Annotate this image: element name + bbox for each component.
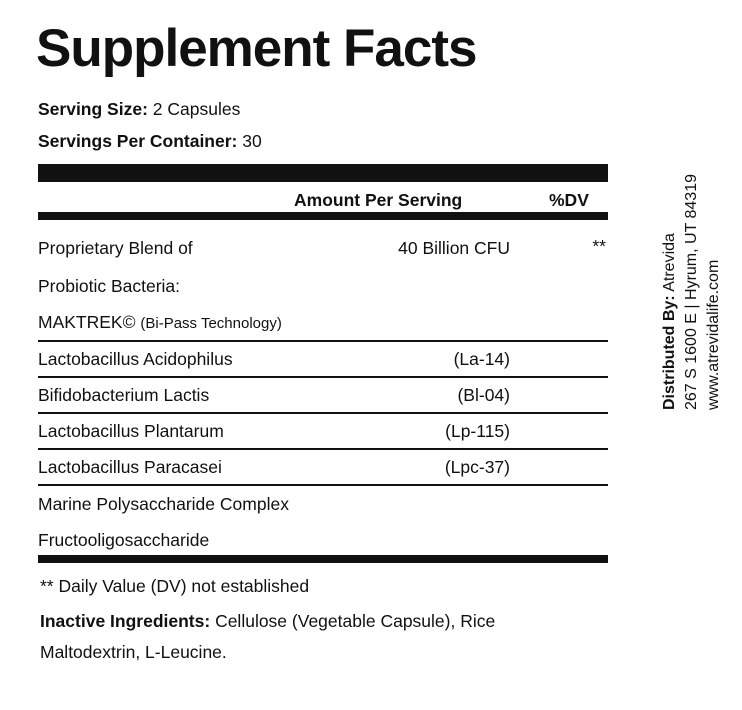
strain-name: Lactobacillus Acidophilus [38, 349, 233, 369]
header-underline-bar [38, 212, 608, 220]
blend-line-1: Proprietary Blend of [38, 238, 193, 258]
serving-size-label: Serving Size: [38, 99, 148, 119]
strain-code: (Bl-04) [457, 385, 510, 405]
row-divider [38, 376, 608, 378]
strain-code: (Lpc-37) [444, 457, 510, 477]
blend-brand: MAKTREK© [38, 312, 136, 332]
servings-per-container: Servings Per Container: 30 [38, 131, 262, 152]
top-thick-bar [38, 164, 608, 182]
strain-code: (La-14) [453, 349, 510, 369]
strain-name: Lactobacillus Plantarum [38, 421, 224, 441]
inactive-ingredients-line-1: Inactive Ingredients: Cellulose (Vegetab… [40, 611, 495, 632]
bottom-thick-bar [38, 555, 608, 563]
other-ingredient: Marine Polysaccharide Complex [38, 494, 289, 514]
strain-name: Bifidobacterium Lactis [38, 385, 210, 405]
dv-footnote: ** Daily Value (DV) not established [40, 576, 310, 596]
distributor-address: 267 S 1600 E | Hyrum, UT 84319 [683, 174, 700, 410]
distributor-name: Atrevida [661, 233, 678, 292]
servings-per-container-value: 30 [242, 131, 262, 151]
row-divider [38, 448, 608, 450]
blend-dv: ** [592, 236, 606, 256]
blend-technology-note: (Bi-Pass Technology) [140, 315, 282, 332]
dv-header: %DV [549, 190, 589, 210]
amount-per-serving-header: Amount Per Serving [294, 190, 463, 210]
blend-line-2: Probiotic Bacteria: [38, 276, 181, 296]
blend-amount: 40 Billion CFU [398, 238, 510, 258]
blend-line-3: MAKTREK© (Bi-Pass Technology) [38, 312, 282, 333]
panel-title: Supplement Facts [36, 19, 477, 78]
distributor-line: Distributed By: Atrevida [659, 174, 681, 410]
distributor-label: Distributed By: [661, 295, 678, 410]
servings-per-container-label: Servings Per Container: [38, 131, 238, 151]
strain-name: Lactobacillus Paracasei [38, 457, 222, 477]
serving-size: Serving Size: 2 Capsules [38, 99, 240, 120]
strain-code: (Lp-115) [445, 421, 510, 441]
serving-size-value: 2 Capsules [152, 99, 241, 119]
row-divider [38, 484, 608, 486]
inactive-ingredients-value: Cellulose (Vegetable Capsule), Rice [215, 611, 496, 631]
inactive-ingredients-line-2: Maltodextrin, L-Leucine. [40, 642, 227, 662]
inactive-ingredients-label: Inactive Ingredients: [40, 611, 211, 631]
row-divider [38, 412, 608, 414]
other-ingredient: Fructooligosaccharide [38, 530, 210, 550]
distributor-website: www.atrevidalife.com [705, 259, 722, 410]
row-divider [38, 340, 608, 342]
